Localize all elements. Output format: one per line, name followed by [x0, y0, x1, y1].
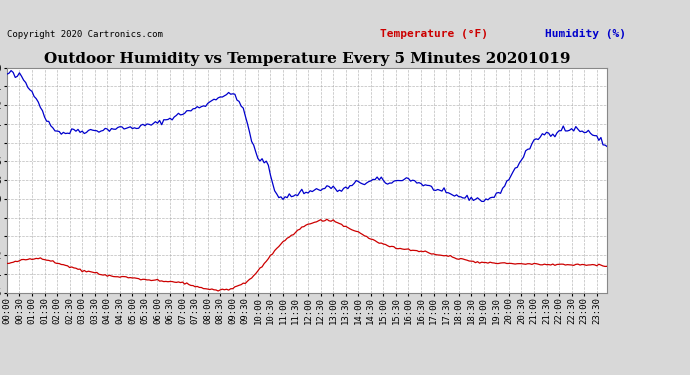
Text: Temperature (°F): Temperature (°F): [380, 29, 488, 39]
Title: Outdoor Humidity vs Temperature Every 5 Minutes 20201019: Outdoor Humidity vs Temperature Every 5 …: [43, 53, 571, 66]
Text: Copyright 2020 Cartronics.com: Copyright 2020 Cartronics.com: [7, 30, 163, 39]
Text: Humidity (%): Humidity (%): [545, 29, 626, 39]
